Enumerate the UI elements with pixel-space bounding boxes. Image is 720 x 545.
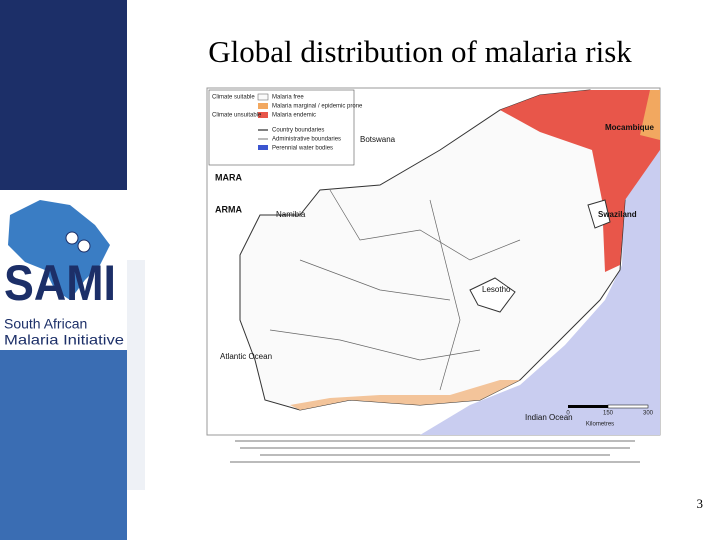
- legend-swatch: [258, 112, 268, 118]
- badge: ARMA: [215, 204, 242, 214]
- footnote-line: [235, 440, 635, 442]
- sidebar-strip: [127, 260, 145, 490]
- legend-text: Malaria marginal / epidemic prone: [272, 104, 363, 110]
- legend-box: [208, 89, 355, 166]
- logo-subtitle: South African: [4, 316, 87, 332]
- map: Climate suitable Climate unsuitable Mala…: [206, 87, 661, 463]
- ocean-label: Indian Ocean: [525, 413, 573, 422]
- legend-text: Climate unsuitable: [212, 113, 262, 119]
- swaziland: [587, 199, 611, 229]
- country-label: Swaziland: [598, 210, 637, 219]
- country-label: Botswana: [360, 135, 396, 144]
- ocean: [420, 150, 660, 435]
- marginal-zone: [290, 380, 520, 410]
- sidebar-top: [0, 0, 127, 190]
- legend-text: Administrative boundaries: [272, 137, 341, 143]
- slide-title: Global distribution of malaria risk: [208, 34, 632, 69]
- legend-swatch: [257, 93, 269, 101]
- lesotho: [469, 277, 516, 313]
- legend-text: Country boundaries: [272, 128, 324, 134]
- legend-text: Malaria endemic: [272, 113, 316, 119]
- endemic-edge: [640, 90, 660, 140]
- scale-tick: 300: [643, 411, 654, 417]
- legend-swatch: [258, 103, 268, 109]
- footnote-line: [230, 461, 640, 463]
- legend-text: Climate suitable: [212, 95, 255, 101]
- legend-text: Perennial water bodies: [272, 146, 333, 152]
- endemic-zone: [500, 90, 660, 272]
- logo-map: [8, 200, 110, 300]
- logo-subtitle: Malaria Initiative: [4, 332, 124, 348]
- logo-dot: [77, 239, 91, 253]
- badge: MARA: [215, 172, 242, 182]
- land: [239, 89, 626, 411]
- scale-bar: [568, 405, 608, 408]
- logo-name: SAMI: [4, 255, 116, 311]
- page-number: 3: [697, 496, 704, 511]
- scale-bar: [607, 404, 649, 409]
- legend-text: Malaria free: [272, 95, 304, 101]
- country-label: Mocambique: [605, 123, 654, 132]
- scale-tick: 150: [603, 411, 614, 417]
- admin-boundaries: [269, 189, 521, 391]
- scale-tick: 0: [566, 411, 570, 417]
- footnote-line: [260, 454, 610, 456]
- logo-dot: [65, 231, 79, 245]
- sidebar-bottom: [0, 350, 127, 540]
- country-label: Namibia: [276, 210, 306, 219]
- ocean-label: Atlantic Ocean: [220, 352, 272, 361]
- legend-swatch: [258, 145, 268, 150]
- scale-unit: Kilometres: [586, 422, 614, 428]
- footnote-line: [240, 447, 630, 449]
- country-label: Lesotho: [482, 285, 511, 294]
